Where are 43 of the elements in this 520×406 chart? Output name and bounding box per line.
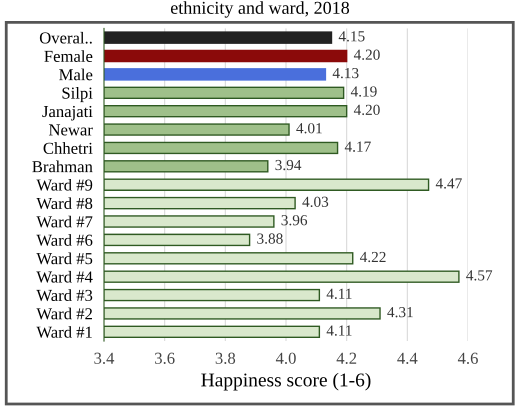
data-label: 4.57 — [466, 270, 492, 281]
y-tick-label: Ward #2 — [36, 308, 92, 320]
y-tick-label: Ward #6 — [36, 234, 92, 246]
data-label: 4.47 — [436, 178, 462, 189]
x-tick-label: 3.6 — [155, 352, 175, 364]
x-axis-title: Happiness score (1-6) — [201, 372, 370, 390]
y-tick-label: Female — [44, 50, 92, 62]
y-tick-label: Silpi — [62, 87, 93, 102]
data-label: 4.31 — [387, 307, 413, 318]
data-label: 4.03 — [302, 196, 328, 208]
data-label: 4.01 — [296, 123, 322, 134]
x-tick-label: 4.4 — [397, 352, 418, 364]
y-tick-label: Ward #4 — [36, 270, 93, 283]
y-tick-label: Ward #3 — [36, 289, 92, 302]
data-label: 4.19 — [350, 86, 377, 97]
data-label: 3.94 — [275, 160, 302, 170]
y-tick-label: Ward #8 — [36, 197, 92, 210]
y-tick-label: Ward #7 — [36, 216, 92, 228]
data-label: 4.17 — [344, 142, 371, 152]
x-tick-label: 3.8 — [216, 352, 236, 364]
data-label: 3.96 — [282, 215, 308, 226]
y-tick-label: Ward #5 — [36, 252, 92, 264]
data-label: 4.20 — [354, 104, 380, 116]
data-label: 4.22 — [360, 252, 386, 262]
data-label: 3.88 — [257, 233, 283, 244]
x-tick-label: 4.2 — [336, 352, 356, 364]
x-tick-label: 4.0 — [276, 352, 296, 364]
y-tick-label: Ward #9 — [36, 178, 92, 191]
y-tick-label: Ward #1 — [36, 326, 92, 338]
data-label: 4.11 — [326, 288, 352, 299]
data-label: 4.15 — [338, 31, 365, 42]
y-tick-label: Brahman — [32, 160, 93, 172]
y-tick-label: Overal.. — [40, 32, 92, 44]
x-tick-label: 3.4 — [94, 352, 114, 364]
y-tick-label: Newar — [48, 124, 93, 136]
data-label: 4.20 — [354, 50, 380, 60]
chart-title: ethnicity and ward, 2018 — [170, 1, 350, 18]
x-tick-label: 4.6 — [458, 352, 478, 364]
data-label: 4.13 — [332, 68, 359, 78]
y-tick-label: Chhetri — [44, 142, 93, 154]
y-tick-label: Janajati — [42, 106, 93, 121]
data-label: 4.11 — [326, 325, 352, 336]
y-tick-label: Male — [59, 68, 92, 80]
